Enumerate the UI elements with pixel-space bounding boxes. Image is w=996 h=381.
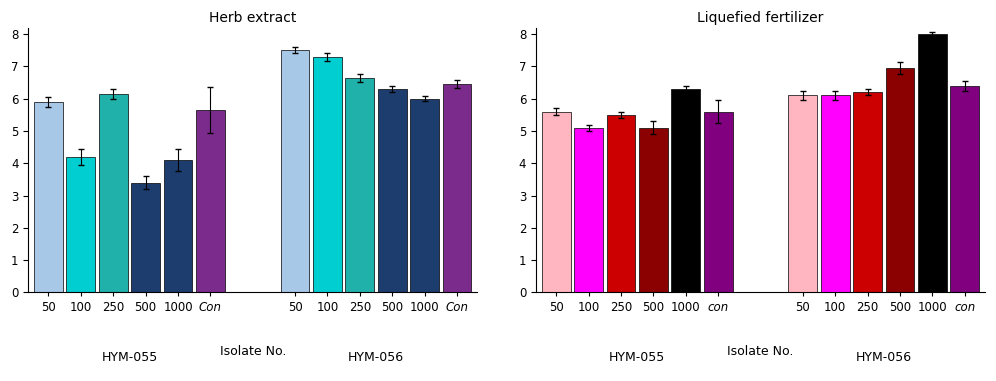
Bar: [821, 96, 850, 292]
X-axis label: Isolate No.: Isolate No.: [727, 345, 794, 358]
Bar: [346, 78, 374, 292]
Bar: [854, 92, 881, 292]
Bar: [281, 50, 310, 292]
Bar: [575, 128, 603, 292]
Bar: [885, 68, 914, 292]
Title: Herb extract: Herb extract: [209, 11, 297, 25]
Bar: [313, 57, 342, 292]
Bar: [410, 99, 439, 292]
Text: HYM-055: HYM-055: [609, 351, 665, 363]
Bar: [918, 34, 947, 292]
Bar: [196, 110, 225, 292]
Text: HYM-055: HYM-055: [102, 351, 157, 363]
Bar: [671, 89, 700, 292]
X-axis label: Isolate No.: Isolate No.: [219, 345, 286, 358]
Bar: [67, 157, 96, 292]
Bar: [34, 102, 63, 292]
Bar: [789, 96, 817, 292]
Text: HYM-056: HYM-056: [348, 351, 404, 363]
Bar: [542, 112, 571, 292]
Bar: [163, 160, 192, 292]
Bar: [607, 115, 635, 292]
Bar: [131, 182, 160, 292]
Bar: [377, 89, 406, 292]
Title: Liquefied fertilizer: Liquefied fertilizer: [697, 11, 824, 25]
Bar: [99, 94, 127, 292]
Bar: [704, 112, 732, 292]
Bar: [442, 84, 471, 292]
Bar: [950, 86, 979, 292]
Text: HYM-056: HYM-056: [856, 351, 912, 363]
Bar: [639, 128, 667, 292]
